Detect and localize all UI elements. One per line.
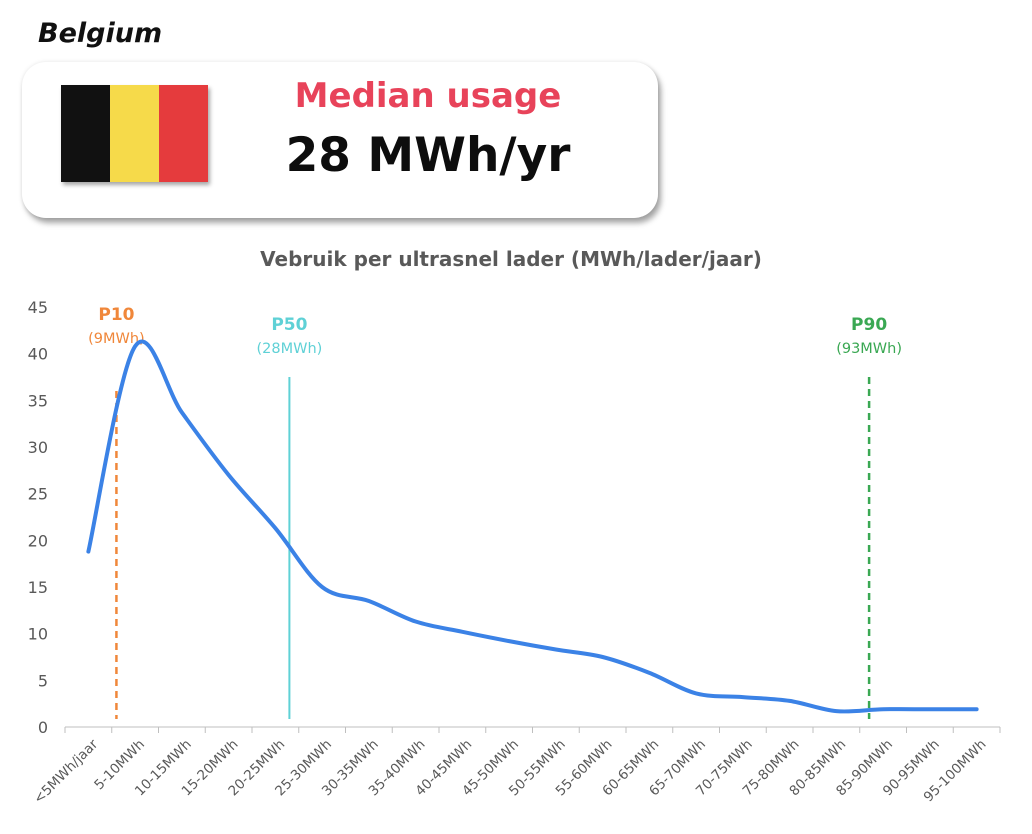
x-axis: <5MWh/jaar5-10MWh10-15MWh15-20MWh20-25MW… <box>31 726 1001 807</box>
flag-stripe-red <box>159 85 208 182</box>
y-tick-label: 0 <box>38 718 48 737</box>
chart-title: Vebruik per ultrasnel lader (MWh/lader/j… <box>260 247 762 271</box>
reference-label-p10: P10 <box>98 305 134 325</box>
y-tick-label: 25 <box>28 485 48 504</box>
country-title: Belgium <box>38 18 163 49</box>
y-tick-label: 45 <box>28 298 48 317</box>
y-tick-label: 20 <box>28 531 48 550</box>
belgium-flag-icon <box>61 85 208 182</box>
series-line-0 <box>86 339 979 714</box>
reference-label-p50: P50 <box>271 315 307 335</box>
reference-label-p90: P90 <box>851 315 887 335</box>
median-usage-card: Median usage 28 MWh/yr <box>22 62 658 218</box>
reference-sublabel-p10: (9MWh) <box>88 331 145 347</box>
median-usage-value: 28 MWh/yr <box>285 128 571 183</box>
series <box>86 339 979 714</box>
y-tick-label: 35 <box>28 391 48 410</box>
flag-stripe-black <box>61 85 110 182</box>
y-axis: 0 5 10 15 20 25 30 35 40 45 <box>28 298 48 737</box>
reference-sublabel-p50: (28MWh) <box>256 341 322 357</box>
reference-lines: P10 (9MWh) P50 (28MWh) P90 (93MWh) <box>88 305 902 719</box>
median-usage-label: Median usage <box>294 76 562 116</box>
y-tick-label: 5 <box>38 671 48 690</box>
y-tick-label: 40 <box>28 345 48 364</box>
y-tick-label: 30 <box>28 438 48 457</box>
y-tick-label: 10 <box>28 625 48 644</box>
reference-sublabel-p90: (93MWh) <box>836 341 902 357</box>
x-tick-label: <5MWh/jaar <box>31 736 102 807</box>
flag-stripe-yellow <box>110 85 159 182</box>
y-tick-label: 15 <box>28 578 48 597</box>
